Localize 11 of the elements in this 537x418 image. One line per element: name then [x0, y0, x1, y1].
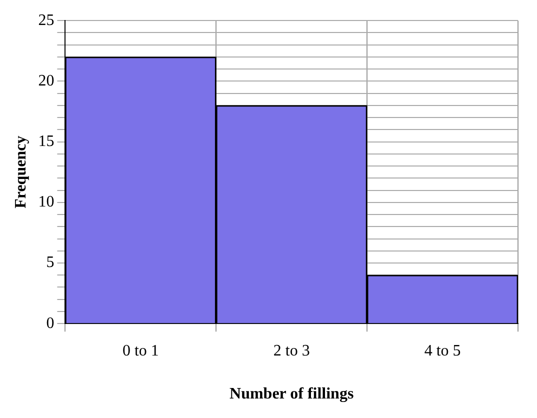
y-tick-label: 25 — [38, 12, 54, 29]
x-tick-label: 0 to 1 — [122, 342, 159, 360]
y-tick-label: 0 — [46, 314, 54, 332]
y-tick-label: 20 — [38, 72, 54, 90]
y-tick-label: 15 — [38, 133, 54, 150]
y-tick-label: 10 — [38, 194, 54, 211]
x-tick-label: 2 to 3 — [273, 342, 310, 360]
y-axis-title: Frequency — [12, 136, 30, 208]
x-axis-title: Number of fillings — [230, 386, 354, 403]
x-tick-label: 4 to 5 — [424, 342, 461, 360]
y-tick-label: 5 — [46, 254, 54, 272]
